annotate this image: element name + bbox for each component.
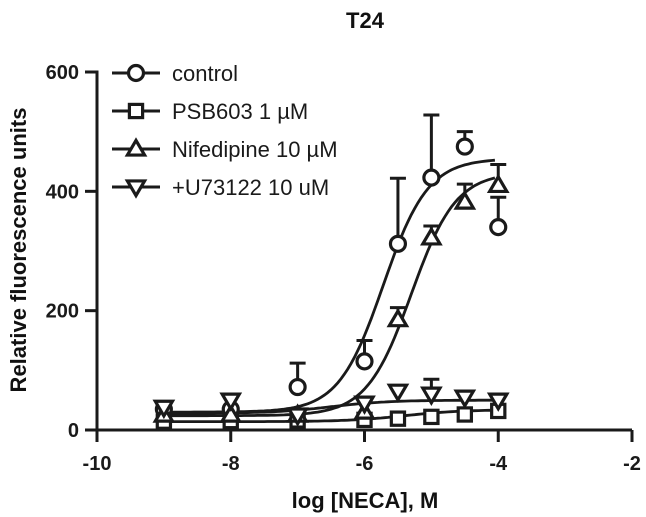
data-point (389, 410, 407, 427)
data-point (219, 392, 243, 412)
legend-label: +U73122 10 uM (172, 175, 329, 200)
legend-marker (126, 63, 146, 83)
x-tick-label: -10 (83, 453, 112, 475)
data-point (486, 173, 510, 194)
data-point (353, 395, 376, 415)
data-point (219, 403, 243, 423)
data-point (420, 226, 443, 246)
data-point (152, 399, 176, 420)
legend-label: control (172, 61, 238, 86)
data-point (423, 408, 440, 426)
fit-curve (163, 176, 496, 418)
data-point (486, 392, 510, 412)
x-tick-label: -4 (489, 453, 508, 475)
data-point (489, 218, 508, 237)
error-bars (289, 113, 507, 395)
data-point (455, 137, 474, 156)
x-tick-label: -8 (222, 453, 240, 475)
legend-marker (124, 137, 148, 157)
chart-title: T24 (346, 8, 385, 33)
y-tick-label: 600 (46, 62, 79, 84)
data-point (388, 234, 408, 253)
x-tick-label: -6 (356, 453, 374, 475)
y-axis-label: Relative fluorescence units (6, 108, 31, 393)
fit-curve (163, 398, 495, 415)
y-tick-label: 200 (46, 301, 79, 323)
data-point (386, 307, 410, 328)
legend-label: PSB603 1 µM (172, 99, 308, 124)
legend-marker (127, 102, 145, 120)
axes: -10 -8 -6 -4 -2 0 200 400 600 (46, 62, 641, 475)
x-axis-label: log [NECA], M (292, 488, 439, 513)
fit-curve (163, 408, 495, 423)
data-point (286, 407, 309, 427)
legend-label: Nifedipine 10 µM (172, 137, 338, 162)
data-point (386, 383, 410, 403)
data-point (288, 377, 307, 397)
data-point (453, 190, 477, 210)
data-point (456, 406, 474, 423)
data-point (453, 389, 477, 409)
y-tick-label: 0 (68, 420, 79, 442)
data-point (420, 386, 443, 406)
data-point (355, 352, 374, 371)
legend: control PSB603 1 µM Nifedipine 10 µM +U7312… (112, 61, 338, 200)
y-tick-label: 400 (46, 181, 79, 203)
data-points (152, 137, 510, 430)
x-tick-label: -2 (623, 453, 641, 475)
data-point (422, 168, 441, 187)
legend-marker (124, 179, 148, 199)
